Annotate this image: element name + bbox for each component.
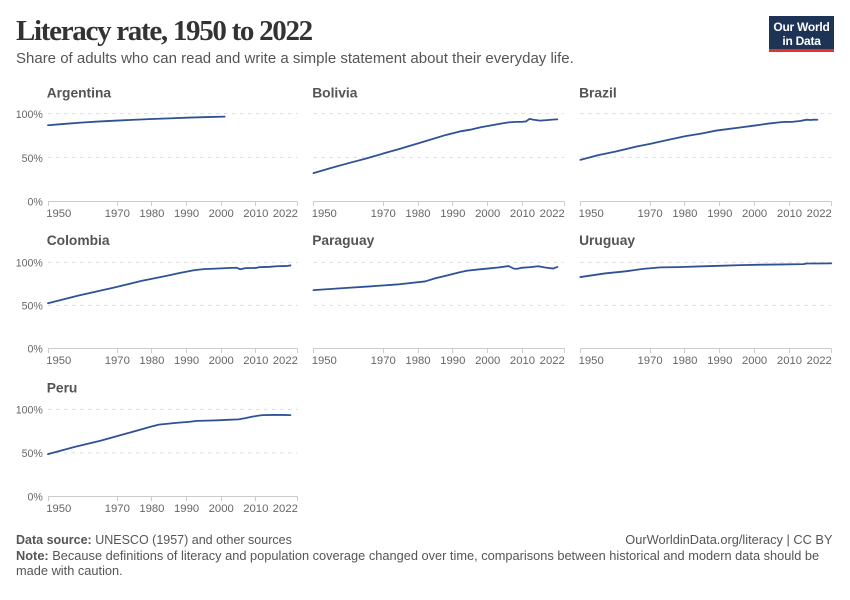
svg-text:2022: 2022 bbox=[273, 355, 298, 367]
svg-text:1970: 1970 bbox=[105, 355, 130, 367]
svg-text:Bolivia: Bolivia bbox=[312, 86, 358, 101]
svg-text:2010: 2010 bbox=[243, 503, 268, 515]
svg-text:1970: 1970 bbox=[105, 503, 130, 515]
svg-text:2010: 2010 bbox=[510, 208, 535, 220]
svg-text:1980: 1980 bbox=[139, 503, 164, 515]
svg-text:Uruguay: Uruguay bbox=[579, 233, 635, 248]
svg-text:2010: 2010 bbox=[243, 208, 268, 220]
svg-text:1970: 1970 bbox=[638, 208, 663, 220]
svg-text:2010: 2010 bbox=[777, 208, 802, 220]
svg-text:1980: 1980 bbox=[139, 355, 164, 367]
svg-text:1950: 1950 bbox=[579, 208, 604, 220]
svg-text:2000: 2000 bbox=[742, 355, 767, 367]
svg-text:1950: 1950 bbox=[579, 355, 604, 367]
svg-text:0%: 0% bbox=[27, 344, 43, 356]
svg-text:2022: 2022 bbox=[540, 355, 565, 367]
svg-text:0%: 0% bbox=[27, 492, 43, 504]
svg-text:2010: 2010 bbox=[510, 355, 535, 367]
svg-text:2000: 2000 bbox=[209, 503, 234, 515]
svg-text:50%: 50% bbox=[22, 153, 44, 165]
svg-text:2022: 2022 bbox=[273, 208, 298, 220]
svg-text:1980: 1980 bbox=[405, 208, 430, 220]
svg-text:1980: 1980 bbox=[405, 355, 430, 367]
svg-text:100%: 100% bbox=[16, 258, 44, 270]
svg-text:Argentina: Argentina bbox=[47, 86, 112, 101]
svg-text:1970: 1970 bbox=[105, 208, 130, 220]
svg-text:1950: 1950 bbox=[312, 208, 337, 220]
svg-text:100%: 100% bbox=[16, 405, 44, 417]
svg-text:2000: 2000 bbox=[475, 355, 500, 367]
svg-text:Brazil: Brazil bbox=[579, 86, 617, 101]
svg-text:2010: 2010 bbox=[243, 355, 268, 367]
svg-text:2000: 2000 bbox=[742, 208, 767, 220]
svg-text:2010: 2010 bbox=[777, 355, 802, 367]
svg-text:2022: 2022 bbox=[807, 355, 832, 367]
svg-text:Paraguay: Paraguay bbox=[312, 233, 374, 248]
svg-text:1980: 1980 bbox=[139, 208, 164, 220]
svg-text:1990: 1990 bbox=[440, 355, 465, 367]
svg-text:1950: 1950 bbox=[46, 503, 71, 515]
svg-text:0%: 0% bbox=[27, 197, 43, 209]
svg-text:1990: 1990 bbox=[707, 355, 732, 367]
svg-text:1950: 1950 bbox=[312, 355, 337, 367]
svg-text:2022: 2022 bbox=[540, 208, 565, 220]
svg-text:2000: 2000 bbox=[209, 355, 234, 367]
svg-text:Peru: Peru bbox=[47, 381, 78, 396]
svg-text:50%: 50% bbox=[22, 448, 44, 460]
svg-text:1980: 1980 bbox=[672, 208, 697, 220]
svg-text:1990: 1990 bbox=[174, 503, 199, 515]
svg-text:50%: 50% bbox=[22, 301, 44, 313]
svg-text:2022: 2022 bbox=[807, 208, 832, 220]
svg-text:1950: 1950 bbox=[46, 208, 71, 220]
svg-text:1990: 1990 bbox=[707, 208, 732, 220]
svg-text:100%: 100% bbox=[16, 109, 44, 121]
svg-text:1950: 1950 bbox=[46, 355, 71, 367]
svg-text:1970: 1970 bbox=[638, 355, 663, 367]
svg-text:1990: 1990 bbox=[174, 208, 199, 220]
svg-text:1970: 1970 bbox=[371, 208, 396, 220]
svg-text:1990: 1990 bbox=[174, 355, 199, 367]
svg-text:2000: 2000 bbox=[475, 208, 500, 220]
svg-text:2000: 2000 bbox=[209, 208, 234, 220]
svg-text:Colombia: Colombia bbox=[47, 233, 110, 248]
svg-text:1990: 1990 bbox=[440, 208, 465, 220]
svg-text:2022: 2022 bbox=[273, 503, 298, 515]
svg-text:1980: 1980 bbox=[672, 355, 697, 367]
svg-text:1970: 1970 bbox=[371, 355, 396, 367]
